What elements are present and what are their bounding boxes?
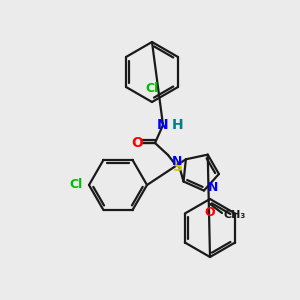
Text: H: H: [172, 118, 184, 132]
Text: Cl: Cl: [146, 82, 159, 95]
Text: O: O: [131, 136, 143, 150]
Text: N: N: [172, 155, 182, 168]
Text: Cl: Cl: [70, 178, 83, 191]
Text: N: N: [208, 181, 218, 194]
Text: N: N: [157, 118, 169, 132]
Text: S: S: [173, 160, 183, 174]
Text: O: O: [205, 206, 215, 219]
Text: CH₃: CH₃: [224, 210, 246, 220]
